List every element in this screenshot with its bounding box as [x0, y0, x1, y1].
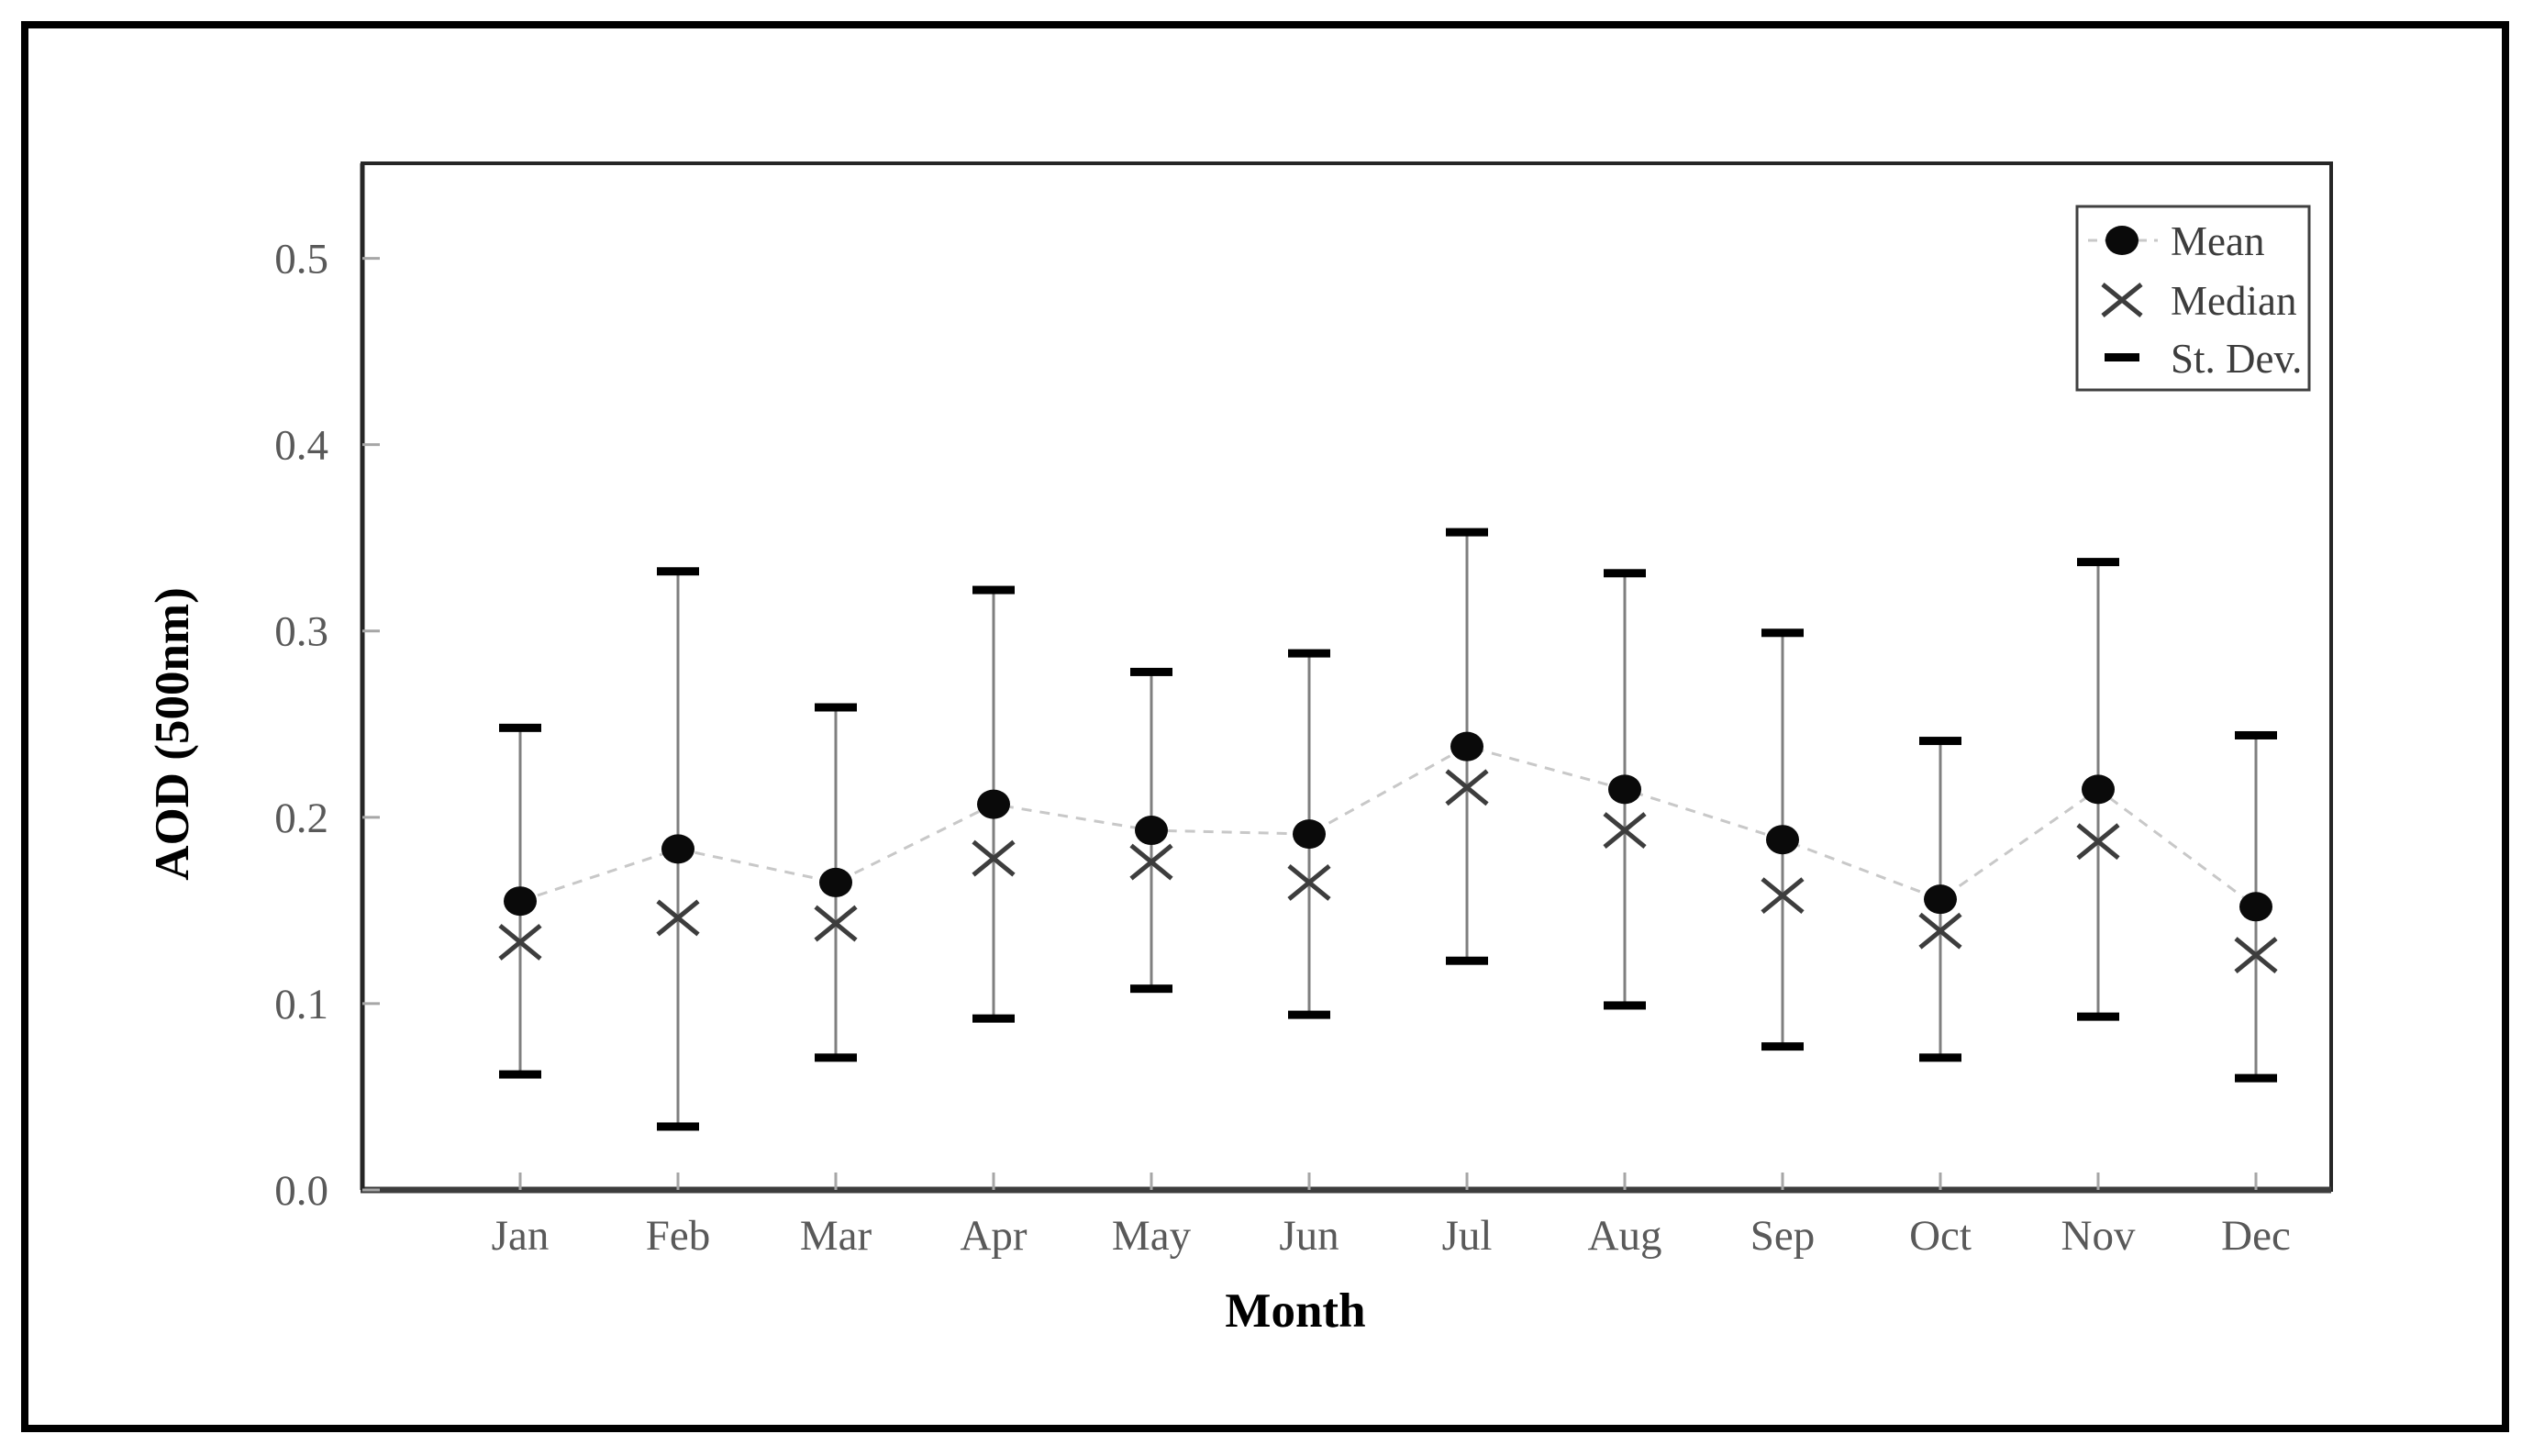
- error-bar-cap-top: [1446, 528, 1488, 537]
- mean-marker: [1924, 884, 1957, 915]
- error-bar-cap-bottom: [499, 1070, 541, 1079]
- y-axis-title: AOD (500nm): [146, 587, 199, 880]
- error-bar-cap-bottom: [1761, 1042, 1804, 1051]
- median-marker: [656, 899, 700, 937]
- median-marker: [814, 905, 858, 942]
- mean-marker: [1293, 819, 1326, 850]
- error-bar-cap-bottom: [815, 1053, 857, 1062]
- mean-marker: [2239, 892, 2272, 922]
- y-tick-label: 0.4: [274, 422, 328, 470]
- error-bar-cap-bottom: [1604, 1001, 1646, 1010]
- median-marker: [972, 839, 1016, 877]
- mean-marker: [1608, 774, 1641, 805]
- x-axis-title: Month: [1225, 1284, 1365, 1338]
- error-bar-cap-top: [657, 567, 699, 576]
- error-bar-cap-top: [972, 585, 1015, 595]
- error-bar-cap-top: [499, 723, 541, 732]
- error-bar-cap-bottom: [1919, 1053, 1961, 1062]
- median-marker: [498, 923, 542, 961]
- error-bar-cap-bottom: [1446, 956, 1488, 965]
- x-tick-label: Mar: [800, 1212, 872, 1260]
- error-bar-cap-bottom: [972, 1014, 1015, 1023]
- error-bar-cap-bottom: [2077, 1012, 2119, 1021]
- median-marker: [1129, 843, 1173, 881]
- x-tick-label: Aug: [1588, 1212, 1662, 1260]
- mean-marker: [1135, 816, 1168, 846]
- error-bar-cap-top: [1604, 569, 1646, 578]
- error-bar-cap-bottom: [1130, 984, 1172, 994]
- y-tick-label: 0.1: [274, 981, 328, 1028]
- x-tick-label: Nov: [2061, 1212, 2136, 1260]
- error-bar-cap-top: [815, 703, 857, 712]
- legend-label-median: Median: [2171, 278, 2296, 324]
- legend-label-stdev: St. Dev.: [2171, 336, 2302, 382]
- median-marker: [1445, 769, 1489, 806]
- mean-marker: [504, 886, 537, 917]
- median-marker: [1918, 912, 1962, 950]
- error-bar-cap-top: [2235, 730, 2277, 739]
- x-tick-label: May: [1112, 1212, 1192, 1260]
- error-bar-cap-top: [1288, 649, 1330, 658]
- y-tick-label: 0.3: [274, 608, 328, 656]
- x-tick-label: Jul: [1442, 1212, 1493, 1260]
- median-marker: [2234, 937, 2278, 974]
- error-bar-cap-top: [2077, 558, 2119, 567]
- mean-marker: [1450, 731, 1483, 761]
- x-tick-label: Oct: [1909, 1212, 1972, 1260]
- y-tick-label: 0.2: [274, 795, 328, 842]
- median-marker: [1761, 877, 1805, 915]
- median-marker: [1287, 863, 1331, 901]
- mean-marker: [819, 867, 852, 897]
- mean-marker: [2082, 774, 2115, 805]
- legend-label-mean: Mean: [2171, 218, 2264, 264]
- error-bar-cap-bottom: [1288, 1010, 1330, 1019]
- mean-marker-icon: [2105, 226, 2139, 255]
- mean-marker: [661, 834, 694, 864]
- y-tick-label: 0.0: [274, 1167, 328, 1215]
- error-bar-cap-top: [1130, 667, 1172, 676]
- median-marker: [2076, 823, 2120, 861]
- x-tick-label: Dec: [2221, 1212, 2291, 1260]
- x-tick-label: Sep: [1750, 1212, 1816, 1260]
- median-x-icon: [2101, 283, 2143, 317]
- y-tick-label: 0.5: [274, 236, 328, 283]
- median-marker: [1603, 812, 1647, 849]
- x-tick-label: Jan: [492, 1212, 550, 1260]
- mean-marker: [1766, 825, 1799, 855]
- stdev-dash-icon: [2105, 353, 2139, 361]
- legend-item-stdev: St. Dev.: [2105, 336, 2302, 382]
- x-tick-label: Apr: [960, 1212, 1027, 1260]
- plot-area-border: [361, 161, 2333, 1192]
- error-bar-cap-top: [1761, 628, 1804, 638]
- legend-item-mean: Mean: [2088, 218, 2264, 264]
- mean-marker: [977, 789, 1010, 819]
- error-bar-cap-top: [1919, 737, 1961, 746]
- error-bar-cap-bottom: [657, 1122, 699, 1131]
- mean-connector-line: [519, 745, 2257, 908]
- legend-item-median: Median: [2101, 278, 2296, 324]
- legend: Mean Median St. Dev.: [2075, 205, 2311, 392]
- x-tick-label: Feb: [646, 1212, 711, 1260]
- x-tick-label: Jun: [1279, 1212, 1339, 1260]
- error-bar-cap-bottom: [2235, 1073, 2277, 1083]
